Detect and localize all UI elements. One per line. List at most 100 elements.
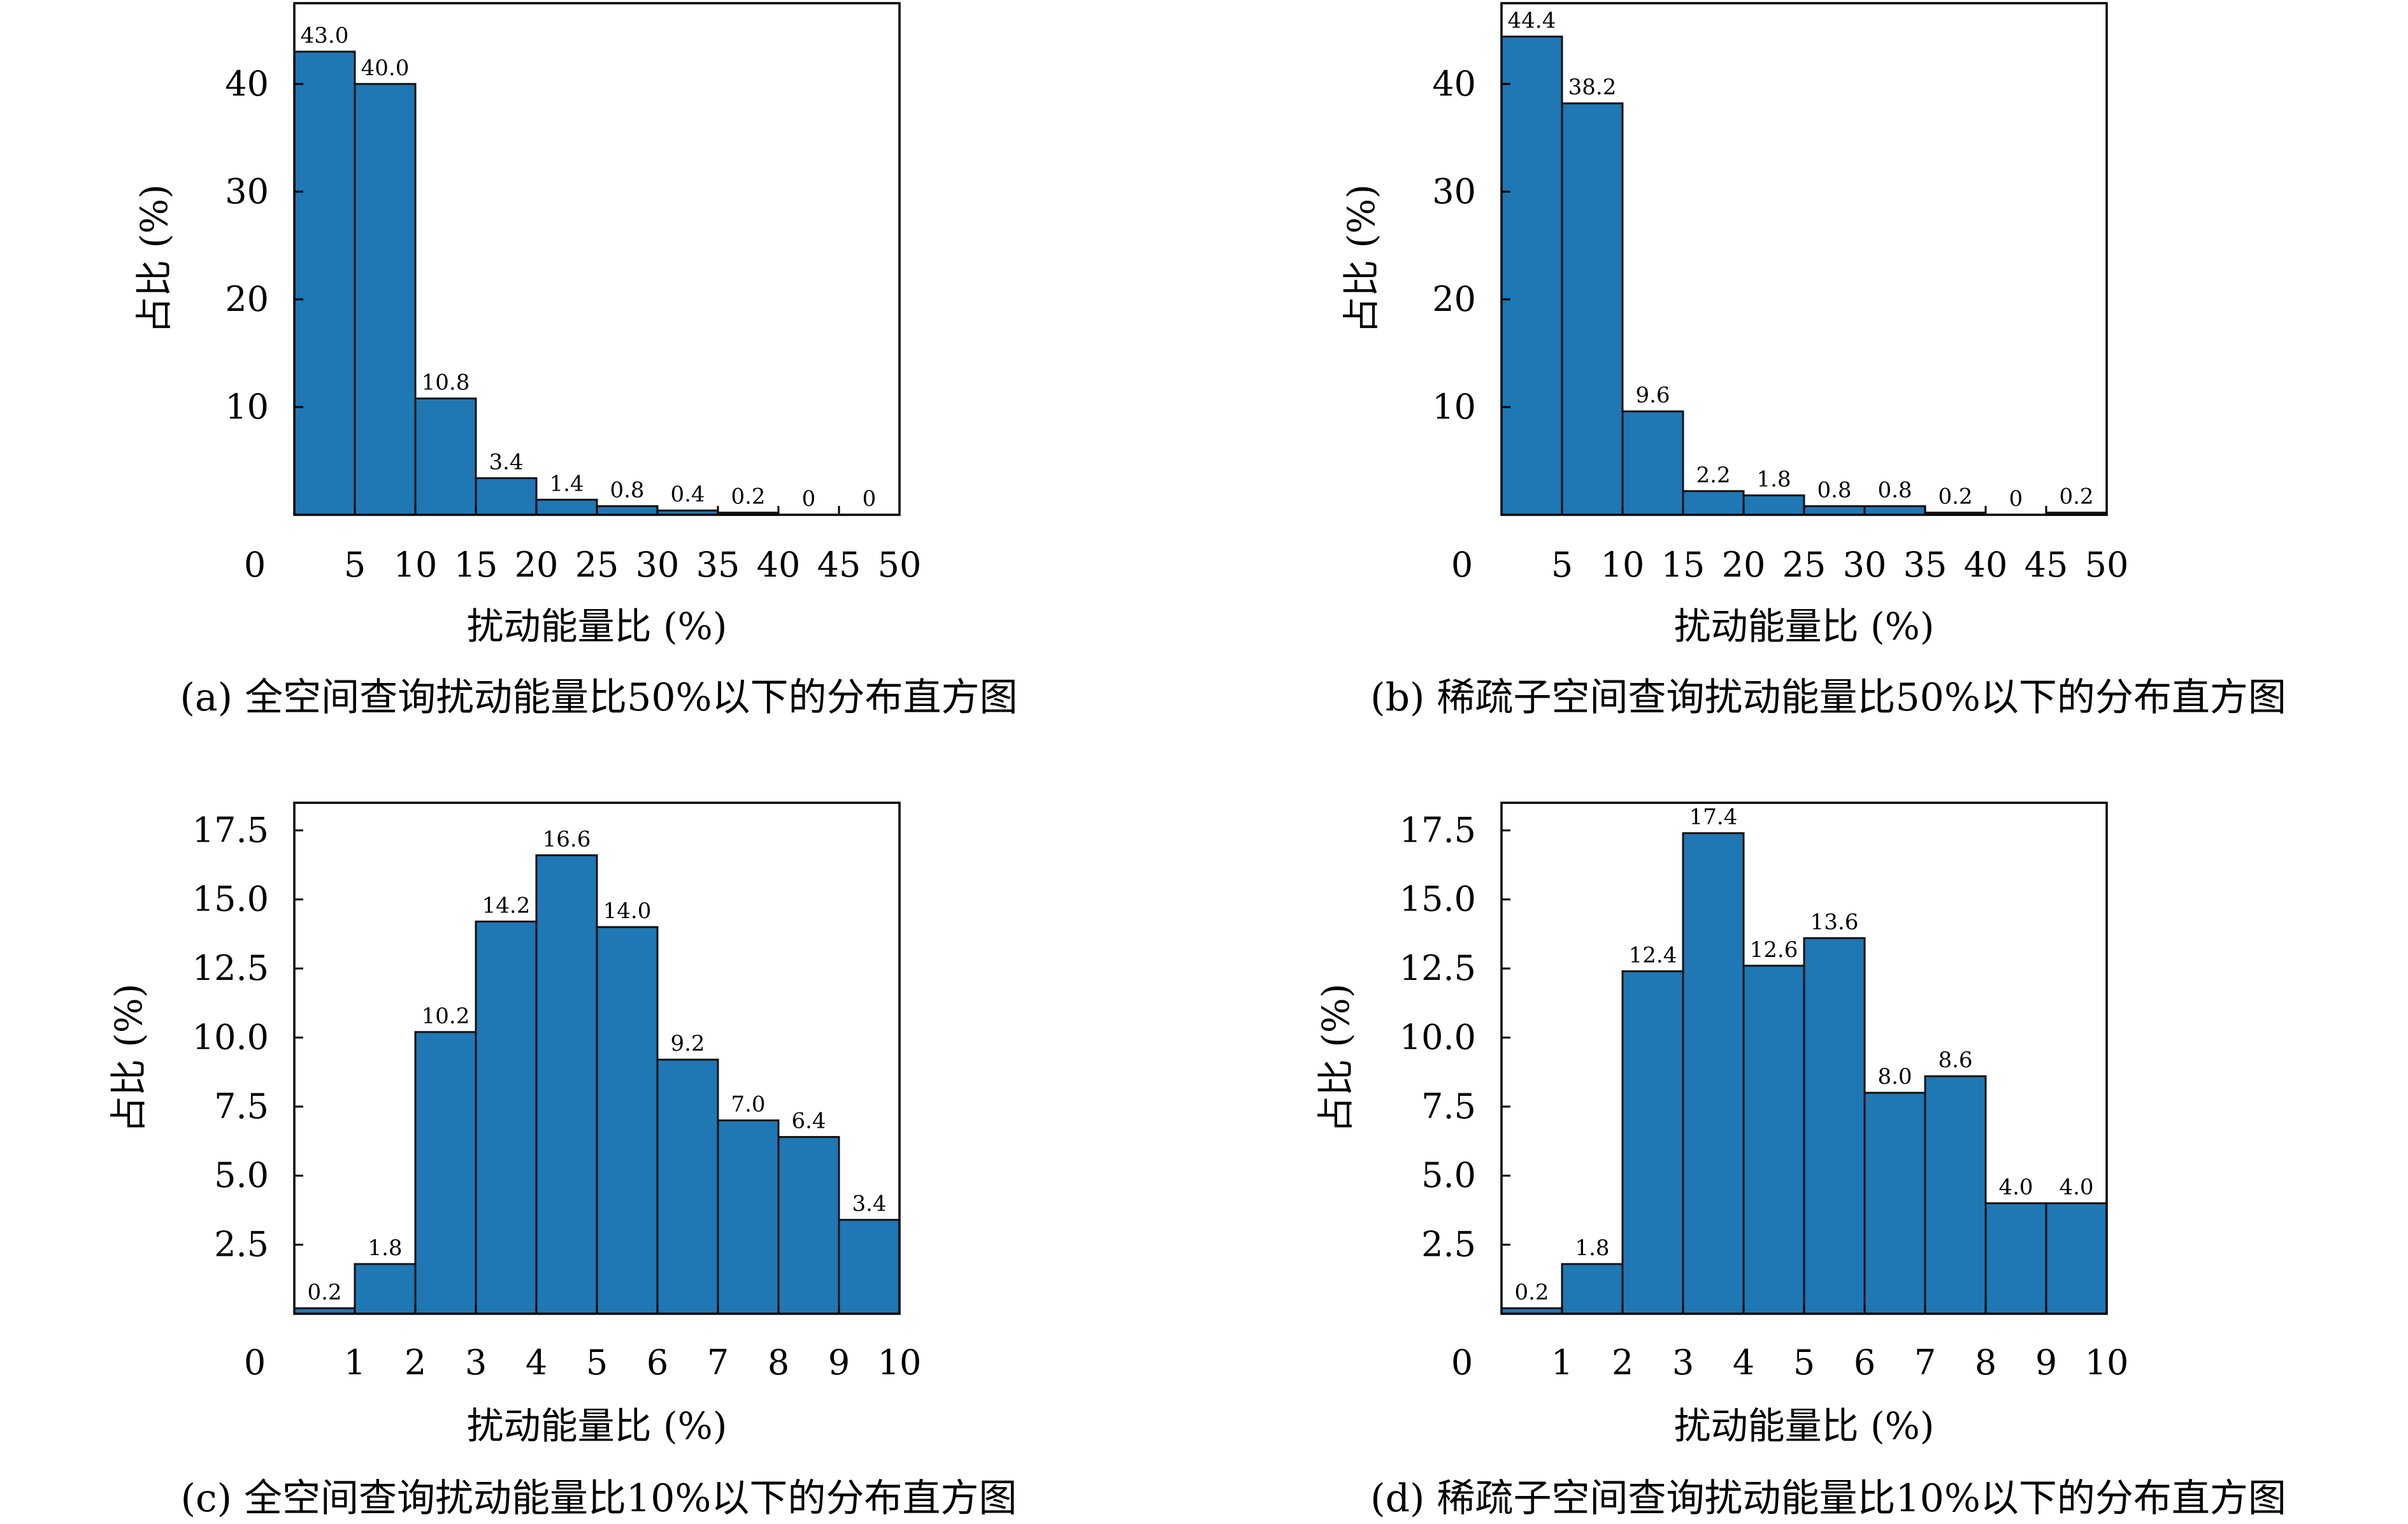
chart-panel-d: 0.2 1.8 12.4 17.4 12.6 13.6 8.0 8.6 4.0 4.0 2.5 5.0…	[1314, 802, 2286, 1521]
xtick-label-b-10: 50	[2085, 545, 2129, 585]
xtick-label-b-3: 15	[1661, 545, 1705, 585]
bar-label-c-1: 1.8	[368, 1235, 402, 1261]
bar-label-b-8: 0	[2009, 486, 2023, 512]
xtick-label-d-0: 0	[1451, 1342, 1473, 1383]
xtick-label-d-5: 5	[1793, 1342, 1815, 1383]
xlabel-d: 扰动能量比 (%)	[1674, 1404, 1935, 1448]
bar-a-3	[475, 477, 538, 516]
bar-label-a-9: 0	[863, 486, 877, 512]
ylabel-c: 占比 (%)	[107, 984, 150, 1133]
bar-label-b-2: 9.6	[1635, 383, 1670, 408]
bar-c-5	[596, 926, 659, 1315]
bar-label-b-7: 0.2	[1938, 484, 1972, 510]
caption-c: (c) 全空间查询扰动能量比10%以下的分布直方图	[181, 1476, 1017, 1521]
ytick-label-c-6: 17.5	[192, 810, 269, 850]
bar-c-9	[838, 1219, 901, 1315]
bar-a-5	[596, 505, 659, 516]
bar-label-c-6: 9.2	[670, 1031, 705, 1056]
xtick-label-b-9: 45	[2025, 545, 2068, 585]
xtick-label-b-8: 40	[1964, 545, 2008, 585]
bar-d-6	[1863, 1091, 1926, 1315]
xlabel-a: 扰动能量比 (%)	[467, 605, 727, 648]
bar-b-0	[1500, 35, 1563, 516]
ytick-label-b-2: 30	[1432, 171, 1476, 212]
bar-b-2	[1621, 410, 1684, 516]
xtick-label-d-10: 10	[2085, 1342, 2129, 1383]
bar-label-c-2: 10.2	[422, 1003, 470, 1029]
bar-label-b-4: 1.8	[1756, 467, 1791, 492]
bar-b-5	[1803, 505, 1866, 516]
bar-label-a-5: 0.8	[610, 477, 644, 503]
xtick-label-b-6: 30	[1843, 545, 1887, 585]
bar-c-1	[354, 1263, 417, 1315]
bar-label-d-0: 0.2	[1514, 1279, 1549, 1305]
ytick-label-d-4: 12.5	[1400, 948, 1476, 988]
bar-label-d-6: 8.0	[1877, 1064, 1912, 1089]
bar-label-a-6: 0.4	[670, 482, 705, 507]
xtick-label-c-5: 5	[586, 1342, 608, 1383]
xtick-label-a-7: 35	[696, 545, 740, 585]
ylabel-a: 占比 (%)	[133, 184, 176, 334]
ytick-label-d-5: 15.0	[1400, 879, 1476, 919]
bar-label-d-1: 1.8	[1575, 1235, 1609, 1261]
ylabel-b: 占比 (%)	[1340, 184, 1383, 334]
bar-label-a-7: 0.2	[731, 484, 765, 510]
xtick-label-d-8: 8	[1975, 1342, 1996, 1383]
bar-label-a-2: 10.8	[422, 370, 470, 395]
bar-label-d-8: 4.0	[1998, 1175, 2033, 1200]
xtick-label-d-2: 2	[1612, 1342, 1633, 1383]
ytick-label-c-2: 7.5	[214, 1086, 269, 1126]
ytick-label-b-0: 10	[1432, 387, 1476, 427]
xtick-label-c-2: 2	[405, 1342, 426, 1383]
bar-label-c-9: 3.4	[852, 1191, 886, 1217]
ytick-label-c-0: 2.5	[214, 1225, 269, 1265]
xtick-label-d-7: 7	[1914, 1342, 1936, 1383]
bar-label-c-0: 0.2	[307, 1279, 341, 1305]
bar-label-d-7: 8.6	[1938, 1047, 1972, 1073]
bar-c-6	[656, 1058, 719, 1315]
bar-b-6	[1863, 505, 1926, 516]
xtick-label-a-6: 30	[636, 545, 680, 585]
bar-a-0	[293, 50, 356, 516]
bar-label-a-3: 3.4	[489, 450, 523, 475]
xlabel-b: 扰动能量比 (%)	[1674, 605, 1935, 648]
ytick-label-a-0: 10	[225, 387, 269, 427]
bar-label-d-9: 4.0	[2059, 1175, 2093, 1200]
bar-d-8	[1984, 1202, 2047, 1315]
xtick-label-c-3: 3	[465, 1342, 487, 1383]
xtick-label-a-1: 5	[344, 545, 366, 585]
bar-a-1	[354, 83, 417, 516]
bar-label-b-1: 38.2	[1568, 75, 1617, 100]
bar-label-b-5: 0.8	[1817, 477, 1851, 503]
ytick-label-b-3: 40	[1432, 64, 1476, 104]
xtick-label-b-1: 5	[1551, 545, 1573, 585]
bar-b-4	[1742, 494, 1805, 516]
ytick-label-d-3: 10.0	[1400, 1017, 1476, 1057]
ytick-label-c-5: 15.0	[192, 879, 269, 919]
caption-a: (a) 全空间查询扰动能量比50%以下的分布直方图	[180, 675, 1017, 720]
xtick-label-a-10: 50	[878, 545, 922, 585]
bar-label-d-4: 12.6	[1750, 937, 1798, 963]
xtick-label-d-6: 6	[1854, 1342, 1875, 1383]
xtick-label-b-0: 0	[1451, 545, 1473, 585]
bar-label-b-9: 0.2	[2059, 484, 2093, 510]
bar-c-4	[535, 854, 598, 1315]
bar-c-8	[777, 1136, 840, 1315]
bar-label-b-3: 2.2	[1696, 463, 1730, 488]
xlabel-c: 扰动能量比 (%)	[467, 1404, 727, 1448]
ytick-label-a-1: 20	[225, 279, 269, 319]
xtick-label-a-8: 40	[757, 545, 801, 585]
bar-d-3	[1682, 832, 1745, 1315]
ytick-label-c-1: 5.0	[214, 1155, 269, 1195]
xtick-label-a-0: 0	[244, 545, 266, 585]
bar-label-d-5: 13.6	[1810, 909, 1859, 935]
bar-label-d-3: 17.4	[1689, 805, 1738, 830]
ylabel-d: 占比 (%)	[1314, 984, 1358, 1133]
bar-d-7	[1924, 1075, 1987, 1315]
xtick-label-c-7: 7	[707, 1342, 729, 1383]
caption-d: (d) 稀疏子空间查询扰动能量比10%以下的分布直方图	[1370, 1476, 2286, 1521]
bar-b-3	[1682, 490, 1745, 516]
bar-label-b-6: 0.8	[1877, 477, 1912, 503]
bar-d-5	[1803, 937, 1866, 1315]
